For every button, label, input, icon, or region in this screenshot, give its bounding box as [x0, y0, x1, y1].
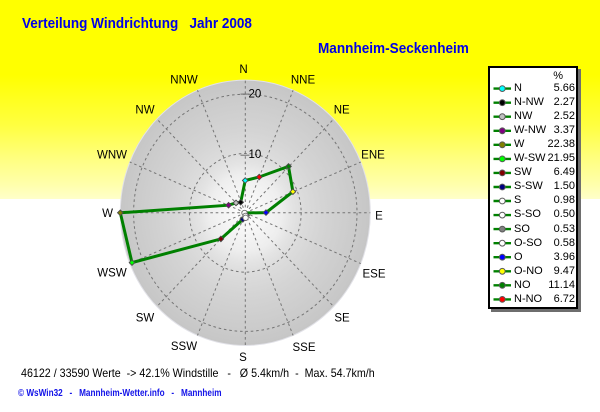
svg-text:S: S [239, 352, 247, 364]
svg-text:ENE: ENE [361, 150, 385, 162]
svg-text:SW: SW [136, 313, 155, 325]
svg-text:20: 20 [249, 89, 262, 101]
svg-text:ESE: ESE [362, 269, 385, 281]
svg-text:E: E [375, 211, 383, 223]
svg-text:SE: SE [334, 313, 350, 325]
svg-text:W: W [102, 208, 113, 220]
svg-text:WSW: WSW [97, 268, 127, 280]
svg-text:10: 10 [249, 149, 262, 161]
svg-text:NE: NE [334, 105, 350, 117]
svg-text:SSW: SSW [171, 341, 197, 353]
svg-text:WNW: WNW [97, 150, 127, 162]
svg-text:NW: NW [135, 105, 154, 117]
svg-text:NNW: NNW [170, 75, 198, 87]
svg-text:NNE: NNE [291, 75, 316, 87]
svg-text:SSE: SSE [292, 342, 315, 354]
svg-text:N: N [239, 64, 247, 76]
